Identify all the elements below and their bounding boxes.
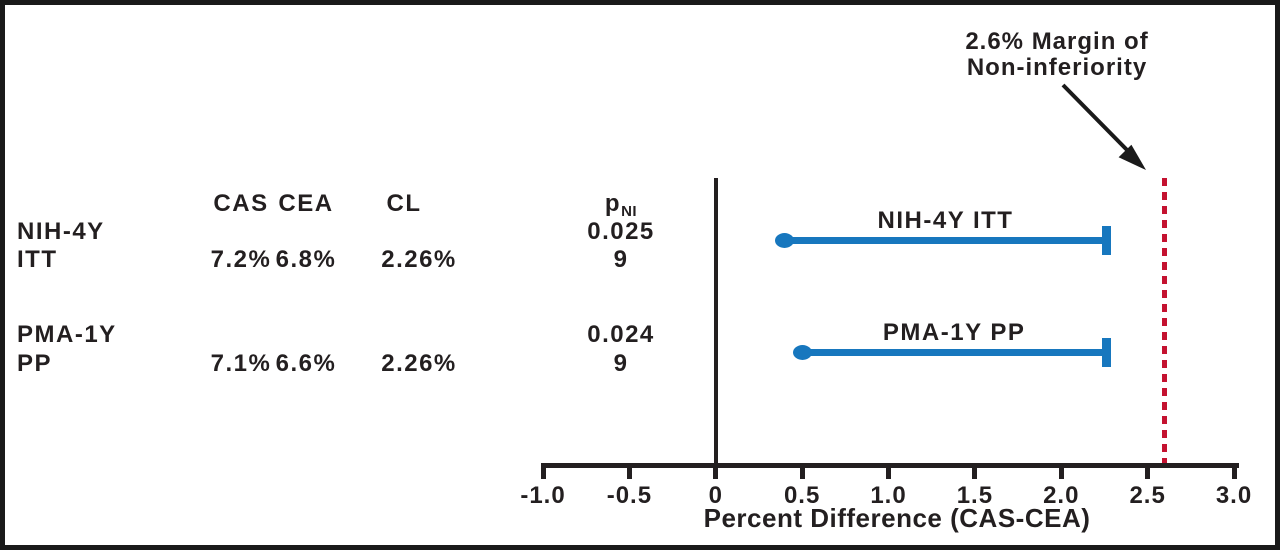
x-axis-tick-label: 0.5 bbox=[783, 482, 821, 509]
margin-annotation-line2: Non-inferiority bbox=[966, 54, 1148, 81]
pni-value-line1: 0.025 bbox=[587, 218, 655, 245]
row-label-line1: NIH-4Y bbox=[17, 218, 105, 245]
ci-upper-limit-cap bbox=[1101, 225, 1111, 255]
cas-value: 7.1% bbox=[210, 350, 272, 377]
x-axis-tick bbox=[540, 463, 546, 479]
zero-axis-line bbox=[713, 178, 718, 468]
x-axis-tick bbox=[626, 463, 632, 479]
cea-value: 6.6% bbox=[275, 350, 337, 377]
col-header-pni: pNI bbox=[604, 190, 637, 220]
cl-value: 2.26% bbox=[381, 350, 457, 377]
x-axis-tick bbox=[1145, 463, 1151, 479]
col-header-cl: CL bbox=[386, 190, 422, 217]
ci-line bbox=[802, 349, 1107, 356]
cea-value: 6.8% bbox=[275, 246, 337, 273]
x-axis-tick-label: 1.5 bbox=[956, 482, 994, 509]
ci-series-label: PMA-1Y PP bbox=[882, 319, 1026, 346]
non-inferiority-margin-line bbox=[1162, 178, 1168, 463]
col-header-cea: CEA bbox=[278, 190, 334, 217]
row-label-line2: PP bbox=[17, 350, 53, 377]
margin-annotation: 2.6% Margin of Non-inferiority bbox=[965, 29, 1148, 81]
x-axis-tick bbox=[972, 463, 978, 479]
x-axis-tick-label: -0.5 bbox=[606, 482, 653, 509]
pni-value-line1: 0.024 bbox=[587, 321, 655, 348]
x-axis-line bbox=[543, 463, 1239, 468]
x-axis-tick-label: 0 bbox=[708, 482, 723, 509]
x-axis-tick-label: -1.0 bbox=[520, 482, 566, 509]
x-axis-tick bbox=[799, 463, 805, 479]
x-axis-tick-label: 3.0 bbox=[1215, 482, 1253, 509]
cas-value: 7.2% bbox=[210, 246, 272, 273]
ci-line bbox=[784, 237, 1107, 244]
plot-area: -1.0 -0.5 0 0.5 1.0 1.5 2.0 2.5 3.0 NIH-4Y ITT PMA… bbox=[5, 5, 1275, 545]
x-axis-tick bbox=[1231, 463, 1237, 479]
x-axis-tick bbox=[886, 463, 891, 479]
ci-point-estimate-dot bbox=[775, 232, 795, 248]
margin-annotation-line1: 2.6% Margin of bbox=[965, 28, 1149, 55]
x-axis-tick bbox=[1058, 463, 1064, 479]
x-axis-tick-label: 1.0 bbox=[870, 482, 907, 509]
pni-value-line2: 9 bbox=[613, 350, 629, 377]
pni-header-base: p bbox=[604, 190, 622, 217]
ci-upper-limit-cap bbox=[1101, 337, 1111, 367]
row-label-line2: ITT bbox=[17, 246, 58, 273]
ci-point-estimate-dot bbox=[792, 344, 812, 360]
pni-header-subscript: NI bbox=[621, 203, 638, 220]
col-header-cas: CAS bbox=[213, 190, 269, 217]
ci-series-label: NIH-4Y ITT bbox=[877, 207, 1014, 234]
x-axis-tick-label: 2.5 bbox=[1129, 482, 1166, 509]
x-axis-tick bbox=[713, 463, 719, 479]
x-axis-tick-label: 2.0 bbox=[1043, 482, 1080, 509]
cl-value: 2.26% bbox=[381, 246, 457, 273]
pni-value-line2: 9 bbox=[613, 246, 629, 273]
row-label-line1: PMA-1Y bbox=[17, 321, 117, 348]
x-axis-title: Percent Difference (CAS-CEA) bbox=[703, 503, 1091, 533]
